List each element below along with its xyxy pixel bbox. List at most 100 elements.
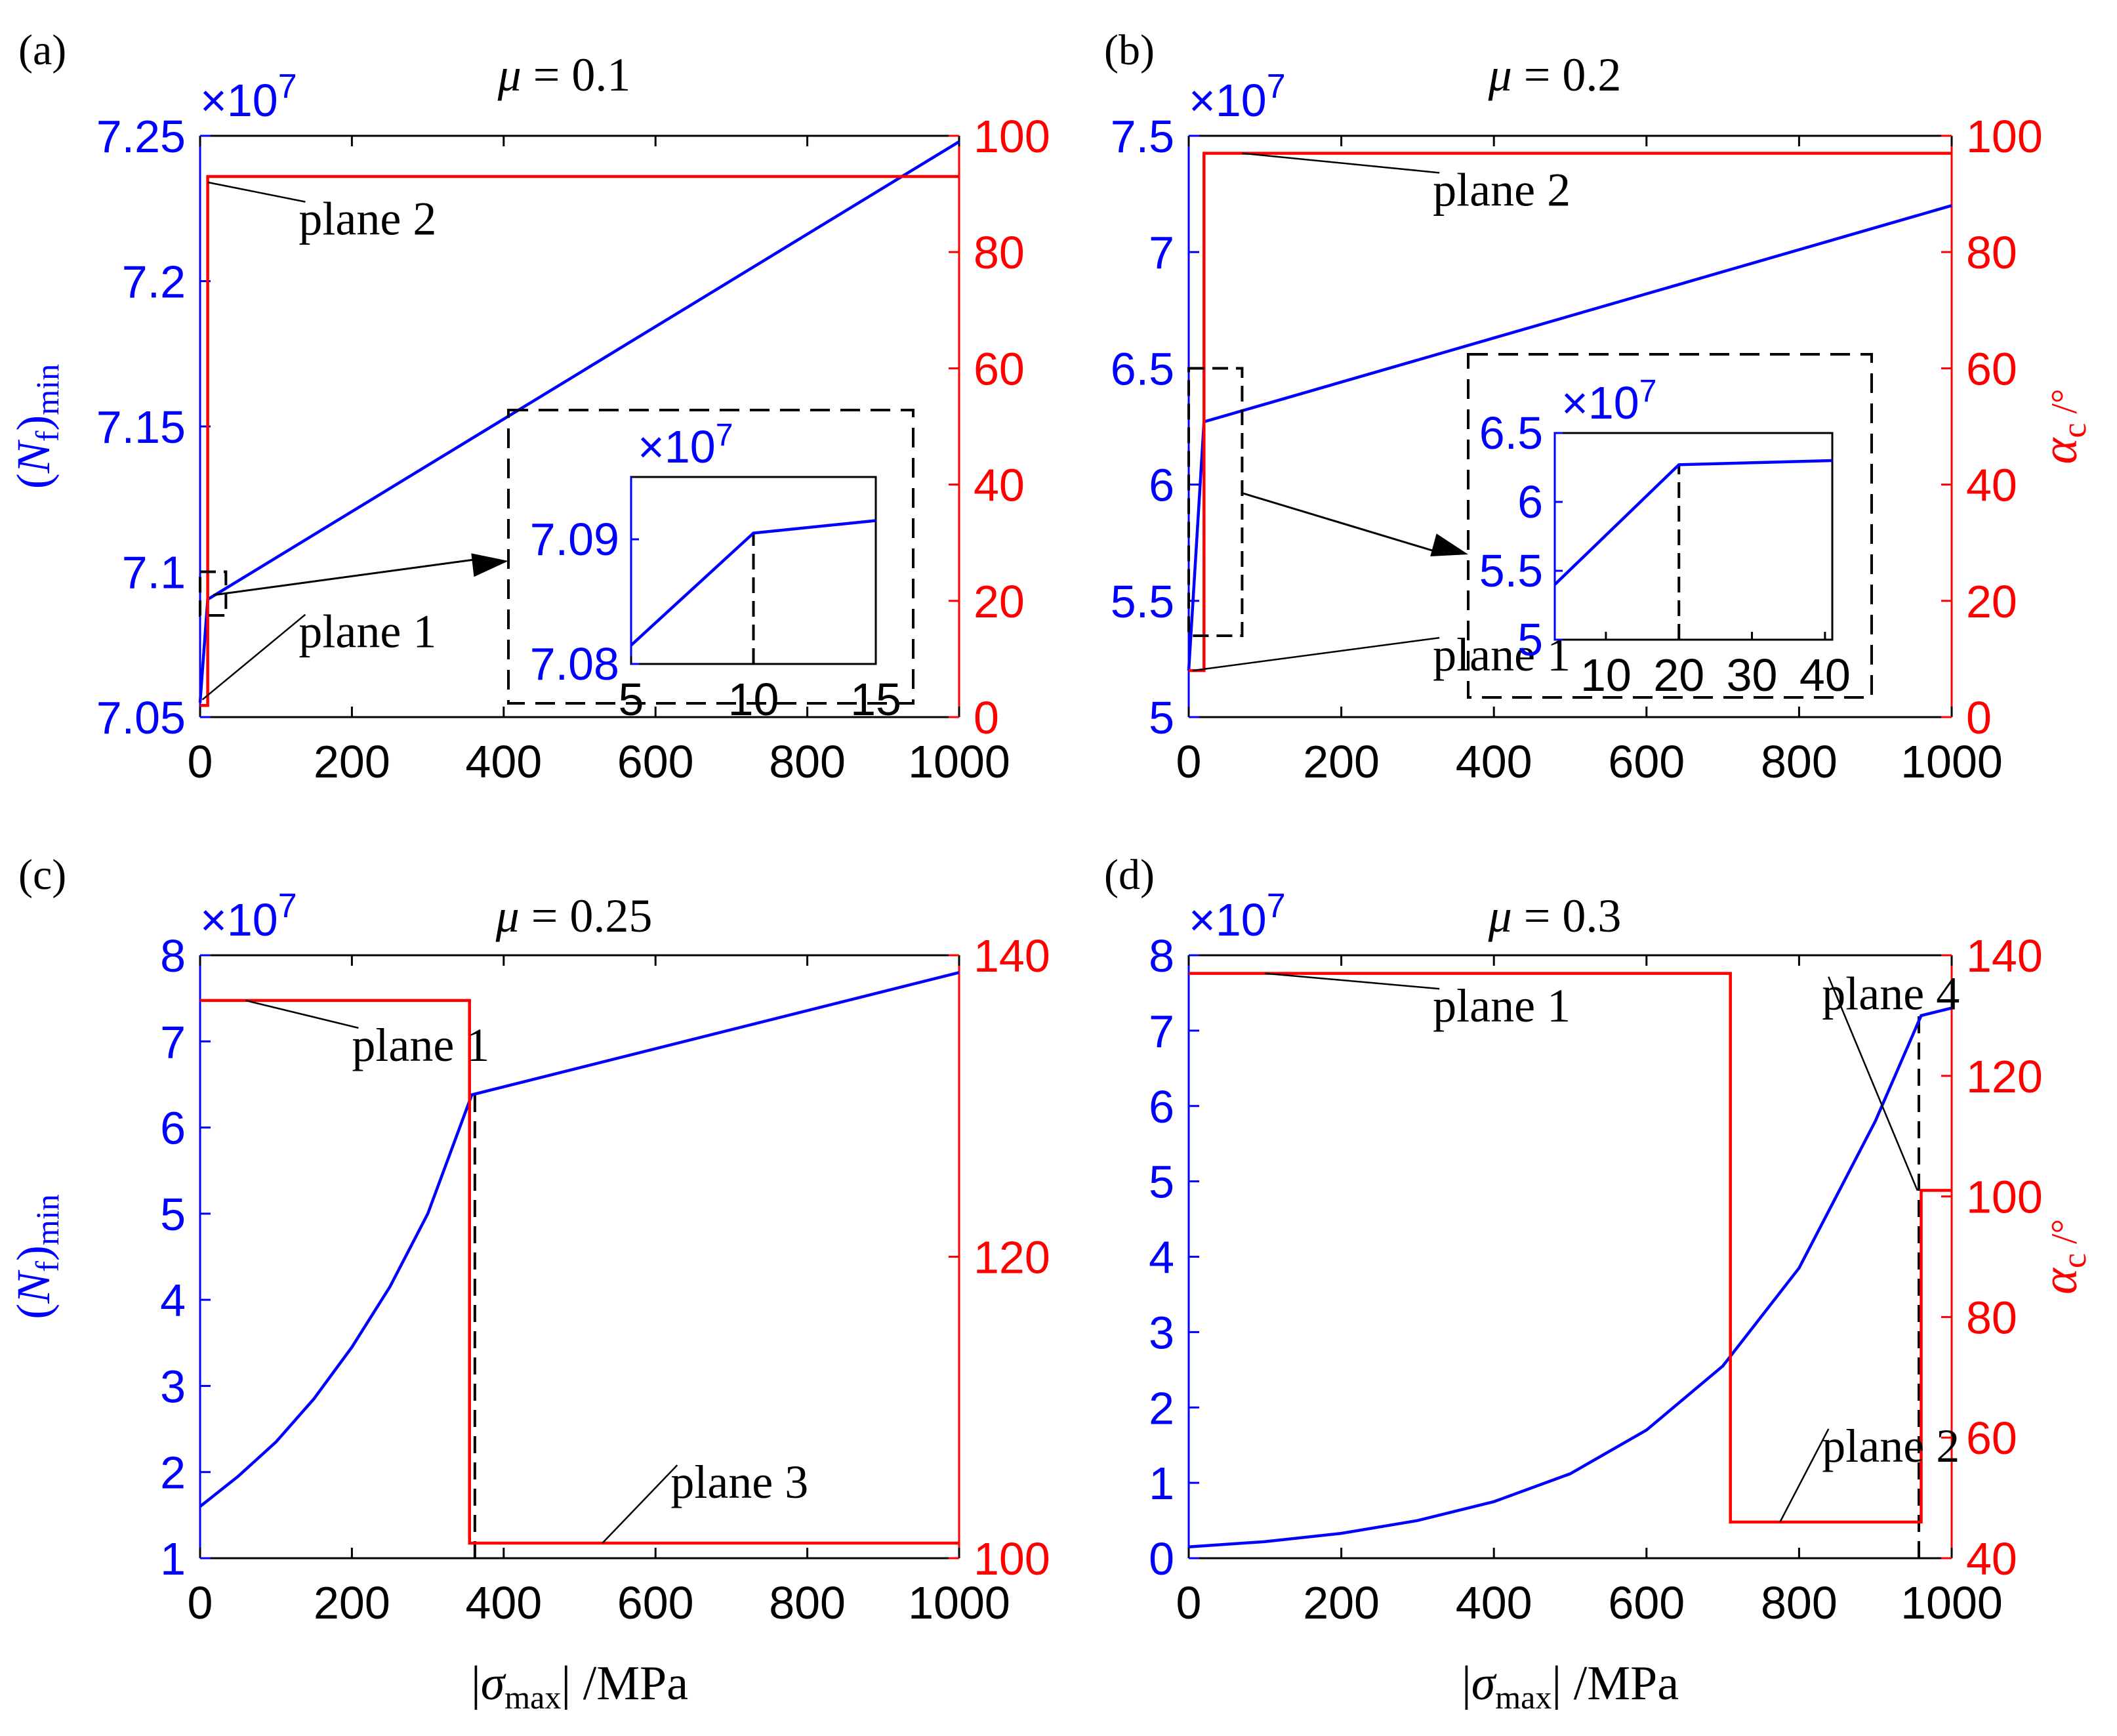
annotation-label: plane 1 [1433,980,1571,1032]
zoom-arrow-head [1430,533,1468,556]
inset-y-tick-label: 5 [1517,614,1543,665]
left-tick-label: 8 [160,930,186,982]
inset-y-tick-label: 7.09 [530,514,619,565]
x-axis-title: |σmax| /MPa [1462,1657,1679,1716]
left-tick-label: 7.2 [122,257,186,308]
right-tick-label: 80 [1966,227,2017,278]
left-axis-title: (Nf)min [7,364,66,489]
x-tick-label: 1000 [1901,1577,2003,1628]
inset-x-tick-label: 40 [1799,650,1851,701]
x-tick-label: 0 [1176,1577,1202,1628]
annotation-label: plane 2 [298,193,436,245]
right-tick-label: 60 [1966,343,2017,394]
zoom-region-box [1187,367,1244,637]
x-tick-label: 0 [188,736,213,787]
x-tick-label: 200 [314,736,390,787]
annotation-leader-line [245,999,359,1029]
series-line-alpha-c [1189,972,1952,1524]
left-axis-title: (Nf)min [7,1194,66,1319]
x-tick-label: 0 [188,1577,213,1628]
annotation-label: plane 2 [1822,1420,1960,1472]
annotation-label: plane 1 [1433,629,1571,681]
zoom-arrow-line [1243,492,1439,554]
annotation-label: plane 2 [1433,163,1571,216]
chart-title: μ = 0.3 [1488,890,1622,942]
left-tick-label: 7.05 [96,692,186,743]
inset-series-line [1553,459,1833,586]
right-tick-label: 100 [974,111,1050,162]
annotation-label: plane 1 [298,606,436,658]
left-tick-label: 8 [1149,930,1174,982]
left-tick-label: 6 [1149,460,1174,511]
chart-title: μ = 0.2 [1488,49,1622,101]
series-line-alpha-c [200,175,959,707]
inset-x-tick-label: 10 [728,674,779,725]
series-line-alpha-c [200,999,959,1545]
left-tick-label: 7 [160,1016,186,1067]
right-tick-label: 100 [974,1533,1050,1584]
annotation-leader-line [602,1464,678,1544]
inset-x-tick-label: 5 [619,674,644,725]
x-tick-label: 400 [465,1577,542,1628]
chart-panel-d: (d) μ = 0.3 0 200 400 600 800 1000 0 1 2 3 4 5 6 7 8 40 60… [1104,851,2093,1716]
right-tick-label: 120 [1966,1051,2043,1102]
annotation-leader-line [1192,636,1440,672]
chart-title: μ = 0.25 [495,890,653,942]
right-tick-label: 100 [1966,1172,2043,1223]
series-line-nf-min [199,971,960,1508]
annotation-leader-line [1828,976,1918,1191]
zoom-arrow-head [471,553,508,577]
x-tick-label: 600 [617,1577,694,1628]
right-tick-label: 20 [1966,576,2017,627]
x-tick-label: 800 [1761,736,1838,787]
x-tick-label: 200 [1303,736,1380,787]
x-tick-label: 600 [617,736,694,787]
x-tick-label: 400 [1456,736,1532,787]
left-tick-label: 7 [1149,227,1174,278]
left-tick-label: 4 [160,1275,186,1326]
x-tick-label: 600 [1608,1577,1685,1628]
left-tick-label: 2 [160,1447,186,1498]
inset-frame [507,409,915,705]
exponent-label: ×107 [1189,887,1286,945]
chart-panel-a: (a) μ = 0.10 200 400 600 800 10007.057.17.157.… [7,26,1050,787]
x-tick-label: 1000 [908,736,1010,787]
left-tick-label: 6.5 [1111,343,1174,394]
x-axis-title: |σmax| /MPa [471,1657,688,1716]
left-tick-label: 5 [1149,1157,1174,1208]
left-tick-label: 7.15 [96,402,186,453]
left-tick-label: 5.5 [1111,576,1174,627]
left-tick-label: 1 [160,1533,186,1584]
x-tick-label: 1000 [908,1577,1010,1628]
inset-y-tick-label: 6 [1517,476,1543,527]
x-tick-label: 800 [769,736,846,787]
x-tick-label: 1000 [1901,736,2003,787]
annotation-leader-line [1779,1428,1830,1523]
panel-label: (b) [1104,26,1155,74]
x-tick-label: 400 [1456,1577,1532,1628]
left-tick-label: 0 [1149,1533,1174,1584]
inset-x-tick-label: 30 [1727,650,1778,701]
annotation-leader-line [1265,972,1440,990]
right-tick-label: 120 [974,1232,1050,1283]
left-tick-label: 2 [1149,1382,1174,1434]
x-tick-label: 400 [465,736,542,787]
panel-label: (d) [1104,851,1155,899]
zoom-arrow-line [213,558,480,596]
inset-x-tick-label: 20 [1653,650,1704,701]
chart-panel-c: (c) μ = 0.25 0 200 400 600 800 1000 1 2 3 4 5 6 7 8 100 1… [7,851,1050,1716]
left-tick-label: 1 [1149,1458,1174,1509]
right-tick-label: 140 [1966,930,2043,982]
right-tick-label: 80 [1966,1292,2017,1343]
right-tick-label: 60 [974,343,1025,394]
left-tick-label: 7.5 [1111,111,1174,162]
inset-series-line [630,519,876,647]
panel-label: (a) [18,26,66,74]
exponent-label: ×107 [200,887,297,945]
chart-title: μ = 0.1 [497,49,631,101]
annotation-leader-line [201,613,306,701]
x-tick-label: 800 [1761,1577,1838,1628]
left-tick-label: 7.25 [96,111,186,162]
exponent-label: ×107 [200,68,297,126]
right-tick-label: 140 [974,930,1050,982]
